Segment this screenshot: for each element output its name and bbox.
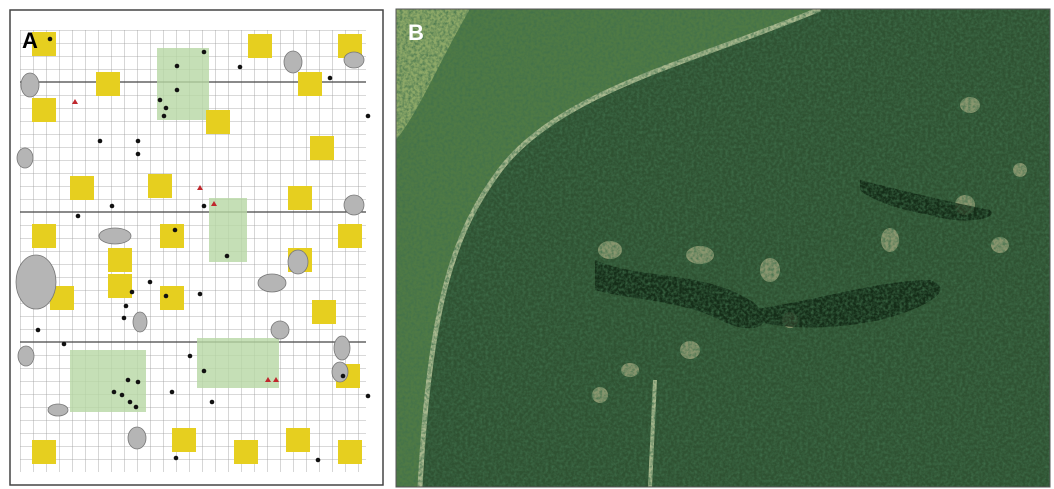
sample-square — [288, 186, 312, 210]
plot — [70, 350, 146, 412]
sample-square — [96, 72, 120, 96]
sample-square — [108, 248, 132, 272]
blob — [332, 362, 348, 382]
dot — [210, 400, 215, 405]
dot — [198, 292, 203, 297]
sample-square — [160, 286, 184, 310]
sample-square — [310, 136, 334, 160]
dot — [128, 400, 133, 405]
sample-square — [338, 224, 362, 248]
plot — [209, 198, 247, 262]
blob — [344, 52, 364, 68]
sample-square — [172, 428, 196, 452]
blob — [16, 255, 56, 309]
blob — [48, 404, 68, 416]
blob — [344, 195, 364, 215]
sample-square — [32, 440, 56, 464]
sample-square — [298, 72, 322, 96]
dot — [170, 390, 175, 395]
dot — [202, 50, 207, 55]
dot — [225, 254, 230, 259]
sample-square — [312, 300, 336, 324]
dot — [188, 354, 193, 359]
canopy-texture — [396, 9, 1050, 487]
dot — [328, 76, 333, 81]
dot — [136, 139, 141, 144]
blob — [271, 321, 289, 339]
blob — [17, 148, 33, 168]
dot — [173, 228, 178, 233]
dot — [126, 378, 131, 383]
panel-b: B — [396, 9, 1050, 487]
dot — [164, 294, 169, 299]
dot — [175, 88, 180, 93]
blob — [128, 427, 146, 449]
dot — [110, 204, 115, 209]
sample-square — [206, 110, 230, 134]
dot — [62, 342, 67, 347]
sample-square — [248, 34, 272, 58]
sample-square — [338, 440, 362, 464]
dot — [76, 214, 81, 219]
dot — [124, 304, 129, 309]
dot — [134, 405, 139, 410]
dot — [122, 316, 127, 321]
dot — [202, 369, 207, 374]
sample-square — [108, 274, 132, 298]
blob — [334, 336, 350, 360]
dot — [136, 152, 141, 157]
dot — [175, 64, 180, 69]
blob — [18, 346, 34, 366]
blob — [133, 312, 147, 332]
sample-square — [70, 176, 94, 200]
blob — [21, 73, 39, 97]
dot — [120, 393, 125, 398]
dot — [36, 328, 41, 333]
dot — [202, 204, 207, 209]
sample-square — [32, 98, 56, 122]
sample-square — [286, 428, 310, 452]
dot — [148, 280, 153, 285]
panel-label: A — [22, 28, 38, 53]
sample-square — [160, 224, 184, 248]
dot — [98, 139, 103, 144]
sample-square — [32, 224, 56, 248]
dot — [316, 458, 321, 463]
dot — [112, 390, 117, 395]
dot — [162, 114, 167, 119]
dot — [341, 374, 346, 379]
dot — [366, 114, 371, 119]
blob — [99, 228, 131, 244]
blob — [288, 250, 308, 274]
dot — [174, 456, 179, 461]
blob — [258, 274, 286, 292]
figure: A B — [0, 0, 1054, 489]
dot — [366, 394, 371, 399]
dot — [238, 65, 243, 70]
dot — [48, 37, 53, 42]
dot — [136, 380, 141, 385]
dot — [130, 290, 135, 295]
sample-square — [148, 174, 172, 198]
panel-label: B — [408, 20, 424, 45]
panel-a: A — [10, 10, 383, 485]
dot — [164, 106, 169, 111]
sample-square — [234, 440, 258, 464]
dot — [158, 98, 163, 103]
blob — [284, 51, 302, 73]
